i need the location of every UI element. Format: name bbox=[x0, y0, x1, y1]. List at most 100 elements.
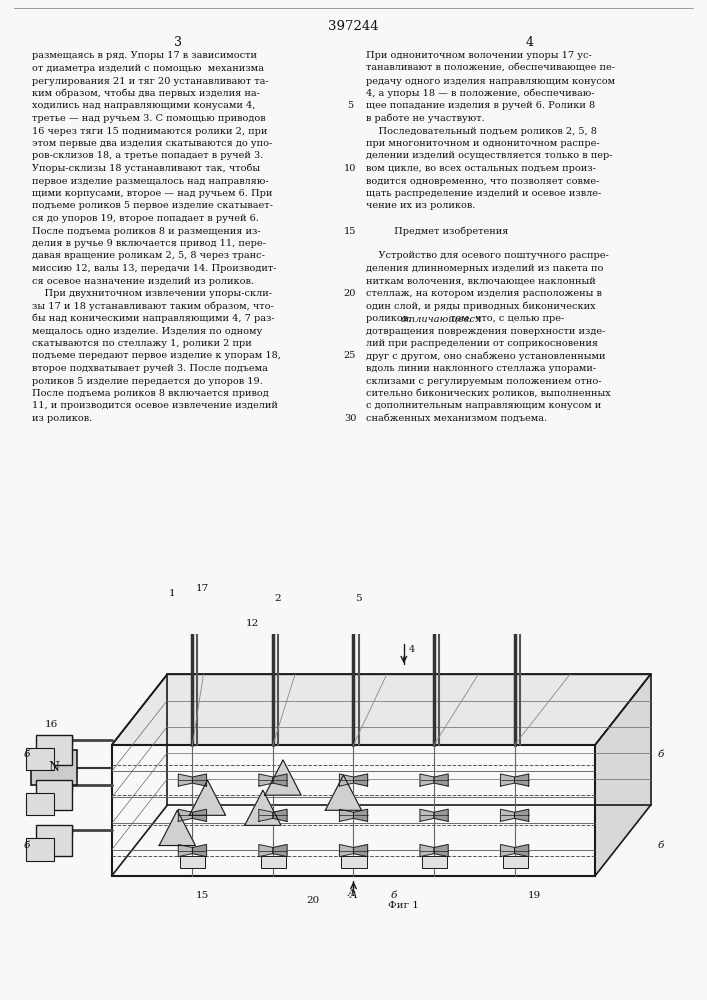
Text: б: б bbox=[23, 750, 30, 759]
Polygon shape bbox=[273, 809, 287, 821]
Text: вом цикле, во всех остальных подъем произ-: вом цикле, во всех остальных подъем прои… bbox=[366, 164, 596, 173]
Text: танавливают в положение, обеспечивающее пе-: танавливают в положение, обеспечивающее … bbox=[366, 64, 615, 73]
Bar bbox=[261, 856, 286, 868]
Text: 15: 15 bbox=[344, 227, 356, 235]
Text: 16: 16 bbox=[45, 720, 58, 729]
Polygon shape bbox=[515, 845, 529, 857]
Text: б: б bbox=[390, 891, 397, 900]
Polygon shape bbox=[259, 809, 273, 821]
Polygon shape bbox=[501, 809, 515, 821]
Text: склизами с регулируемым положением отно-: склизами с регулируемым положением отно- bbox=[366, 376, 602, 385]
Polygon shape bbox=[178, 774, 192, 786]
Text: б: б bbox=[23, 841, 30, 850]
Polygon shape bbox=[178, 809, 192, 821]
Text: делия в ручье 9 включается привод 11, пере-: делия в ручье 9 включается привод 11, пе… bbox=[32, 239, 266, 248]
Polygon shape bbox=[273, 774, 287, 786]
Polygon shape bbox=[515, 774, 529, 786]
Polygon shape bbox=[265, 760, 301, 795]
Bar bbox=[26, 748, 54, 770]
Polygon shape bbox=[434, 774, 448, 786]
Polygon shape bbox=[112, 674, 650, 745]
Bar bbox=[26, 838, 54, 861]
Text: 19: 19 bbox=[528, 891, 542, 900]
Polygon shape bbox=[354, 845, 368, 857]
Text: деления длинномерных изделий из пакета по: деления длинномерных изделий из пакета п… bbox=[366, 264, 603, 273]
Text: стеллаж, на котором изделия расположены в: стеллаж, на котором изделия расположены … bbox=[366, 289, 602, 298]
Text: регулирования 21 и тяг 20 устанавливают та-: регулирования 21 и тяг 20 устанавливают … bbox=[32, 77, 269, 86]
Text: ров-склизов 18, а третье попадает в ручей 3.: ров-склизов 18, а третье попадает в руче… bbox=[32, 151, 264, 160]
Text: 4: 4 bbox=[526, 36, 534, 49]
Polygon shape bbox=[178, 845, 192, 857]
Text: 12: 12 bbox=[246, 619, 259, 628]
Polygon shape bbox=[501, 845, 515, 857]
Text: один слой, и ряды приводных биконических: один слой, и ряды приводных биконических bbox=[366, 301, 595, 311]
Polygon shape bbox=[354, 774, 368, 786]
Text: второе подхватывает ручей 3. После подъема: второе подхватывает ручей 3. После подъе… bbox=[32, 364, 268, 373]
Polygon shape bbox=[259, 774, 273, 786]
Text: 1: 1 bbox=[169, 589, 175, 598]
Text: 10: 10 bbox=[344, 164, 356, 173]
Text: щее попадание изделия в ручей 6. Ролики 8: щее попадание изделия в ручей 6. Ролики … bbox=[366, 102, 595, 110]
Polygon shape bbox=[420, 845, 434, 857]
Text: этом первые два изделия скатываются до упо-: этом первые два изделия скатываются до у… bbox=[32, 139, 272, 148]
Text: A: A bbox=[350, 891, 357, 900]
Text: При двухниточном извлечении упоры-скли-: При двухниточном извлечении упоры-скли- bbox=[32, 289, 272, 298]
Polygon shape bbox=[192, 845, 206, 857]
Text: После подъема роликов 8 и размещения из-: После подъема роликов 8 и размещения из- bbox=[32, 227, 261, 235]
Text: ходились над направляющими конусами 4,: ходились над направляющими конусами 4, bbox=[32, 102, 255, 110]
Polygon shape bbox=[245, 790, 281, 825]
Text: при многониточном и однониточном распре-: при многониточном и однониточном распре- bbox=[366, 139, 600, 148]
Bar bbox=[180, 856, 206, 868]
Text: лий при распределении от соприкосновения: лий при распределении от соприкосновения bbox=[366, 339, 598, 348]
Text: ким образом, чтобы два первых изделия на-: ким образом, чтобы два первых изделия на… bbox=[32, 89, 260, 98]
Text: 30: 30 bbox=[344, 414, 356, 423]
Text: 5: 5 bbox=[347, 102, 353, 110]
Polygon shape bbox=[434, 845, 448, 857]
Polygon shape bbox=[420, 774, 434, 786]
Bar bbox=[503, 856, 527, 868]
Text: ниткам волочения, включающее наклонный: ниткам волочения, включающее наклонный bbox=[366, 276, 596, 286]
Text: 20: 20 bbox=[307, 896, 320, 905]
Text: друг с другом, оно снабжено установленными: друг с другом, оно снабжено установленны… bbox=[366, 351, 605, 361]
Text: 15: 15 bbox=[196, 891, 209, 900]
Text: от диаметра изделий с помощью  механизма: от диаметра изделий с помощью механизма bbox=[32, 64, 264, 73]
Text: дотвращения повреждения поверхности изде-: дотвращения повреждения поверхности изде… bbox=[366, 326, 605, 336]
Text: Устройство для осевого поштучного распре-: Устройство для осевого поштучного распре… bbox=[366, 251, 609, 260]
Bar bbox=[36, 825, 71, 856]
Polygon shape bbox=[159, 810, 195, 846]
Text: Последовательный подъем роликов 2, 5, 8: Последовательный подъем роликов 2, 5, 8 bbox=[366, 126, 597, 135]
Text: с дополнительным направляющим конусом и: с дополнительным направляющим конусом и bbox=[366, 401, 601, 410]
Text: Предмет изобретения: Предмет изобретения bbox=[366, 226, 508, 236]
Text: тем, что, с целью пре-: тем, что, с целью пре- bbox=[448, 314, 565, 323]
Text: водится одновременно, что позволяет совме-: водится одновременно, что позволяет совм… bbox=[366, 176, 600, 186]
Polygon shape bbox=[434, 809, 448, 821]
Text: б: б bbox=[658, 841, 664, 850]
Bar bbox=[36, 735, 71, 765]
Text: 4, а упоры 18 — в положение, обеспечиваю-: 4, а упоры 18 — в положение, обеспечиваю… bbox=[366, 89, 595, 98]
Text: мещалось одно изделие. Изделия по одному: мещалось одно изделие. Изделия по одному bbox=[32, 326, 262, 336]
Polygon shape bbox=[192, 809, 206, 821]
Text: делении изделий осуществляется только в пер-: делении изделий осуществляется только в … bbox=[366, 151, 612, 160]
Polygon shape bbox=[339, 809, 354, 821]
Text: 2: 2 bbox=[274, 594, 281, 603]
Text: N: N bbox=[48, 761, 59, 774]
Bar bbox=[422, 856, 447, 868]
Polygon shape bbox=[339, 774, 354, 786]
Text: бы над коническими направляющими 4, 7 раз-: бы над коническими направляющими 4, 7 ра… bbox=[32, 314, 274, 323]
Text: редачу одного изделия направляющим конусом: редачу одного изделия направляющим конус… bbox=[366, 77, 615, 86]
Text: зы 17 и 18 устанавливают таким образом, что-: зы 17 и 18 устанавливают таким образом, … bbox=[32, 301, 274, 311]
Polygon shape bbox=[192, 774, 206, 786]
Text: 11, и производится осевое извлечение изделий: 11, и производится осевое извлечение изд… bbox=[32, 401, 278, 410]
Text: Фиг 1: Фиг 1 bbox=[388, 901, 419, 910]
Polygon shape bbox=[595, 674, 650, 876]
Bar bbox=[26, 793, 54, 815]
Text: 3: 3 bbox=[174, 36, 182, 49]
Text: 20: 20 bbox=[344, 289, 356, 298]
Text: первое изделие размещалось над направляю-: первое изделие размещалось над направляю… bbox=[32, 176, 269, 186]
Polygon shape bbox=[273, 845, 287, 857]
Bar bbox=[341, 856, 367, 868]
Text: роликов,: роликов, bbox=[366, 314, 414, 323]
Polygon shape bbox=[259, 845, 273, 857]
Text: из роликов.: из роликов. bbox=[32, 414, 92, 423]
Text: чение их из роликов.: чение их из роликов. bbox=[366, 202, 475, 211]
